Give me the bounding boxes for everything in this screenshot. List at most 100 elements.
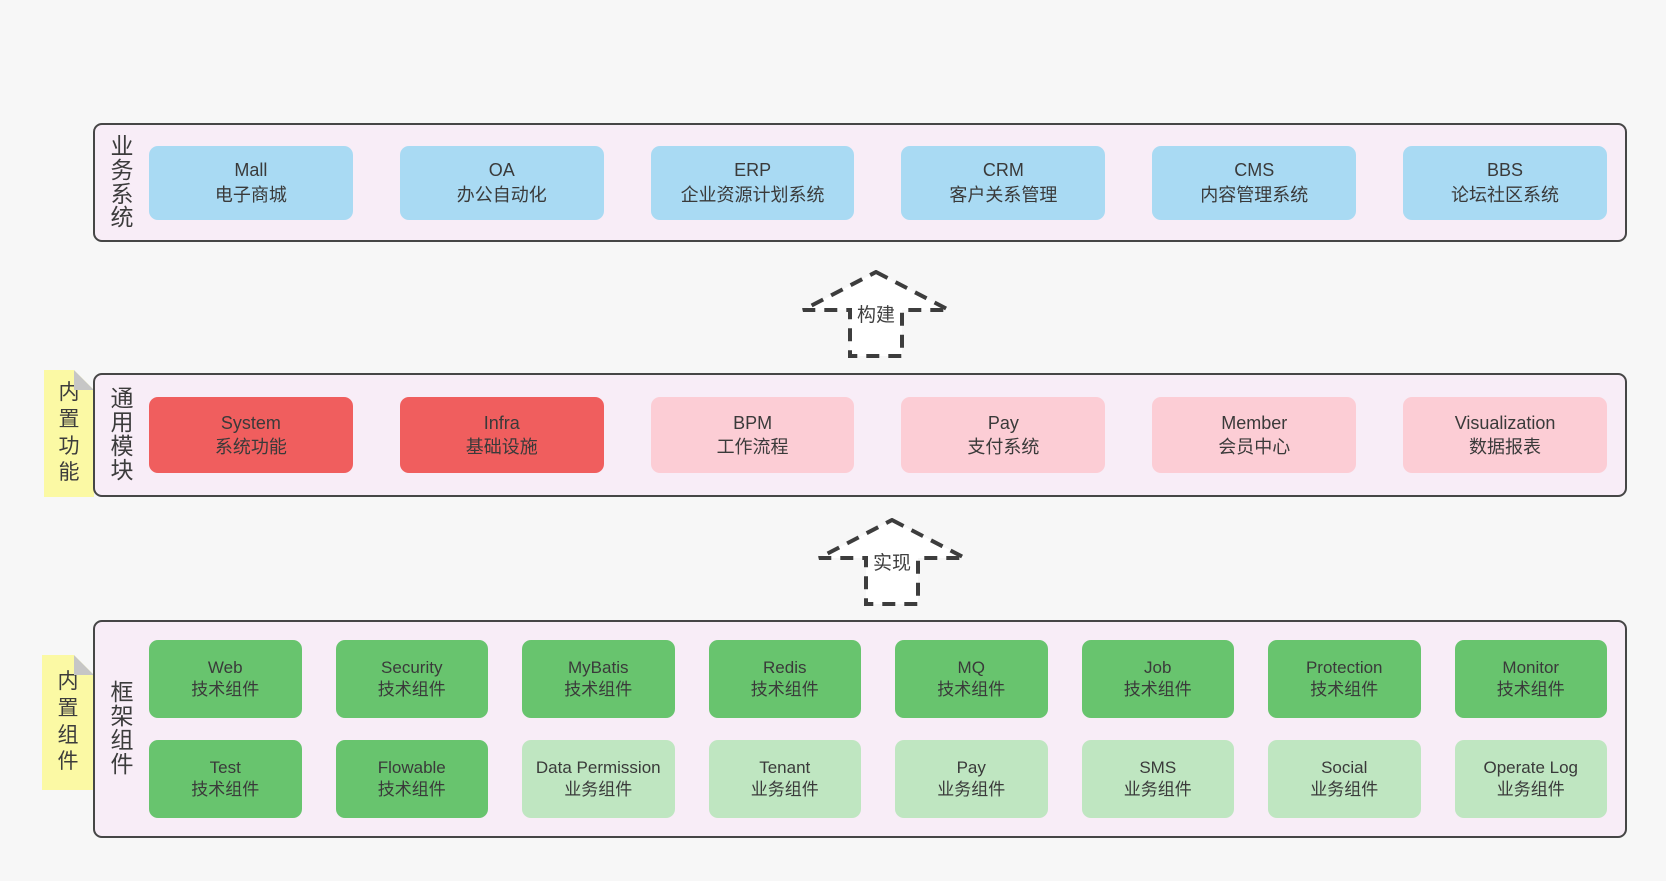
diagram-box-pay: Pay 业务组件	[895, 740, 1048, 818]
box-title: Protection	[1305, 657, 1383, 677]
box-subtitle: 技术组件	[564, 680, 633, 699]
box-title: Test	[209, 757, 241, 777]
box-subtitle: 技术组件	[377, 780, 446, 799]
diagram-box-sms: SMS 业务组件	[1081, 740, 1234, 818]
box-title: Pay	[956, 757, 986, 777]
box-title: Member	[1221, 412, 1288, 433]
box-title: Data Permission	[535, 757, 661, 777]
box-subtitle: 技术组件	[191, 680, 260, 699]
box-subtitle: 业务组件	[1496, 780, 1565, 799]
box-subtitle: 系统功能	[214, 437, 287, 457]
box-title: Tenant	[759, 757, 811, 777]
box-subtitle: 数据报表	[1469, 437, 1542, 457]
diagram-box-protection: Protection 技术组件	[1268, 640, 1421, 718]
box-subtitle: 业务组件	[750, 780, 819, 799]
box-title: Job	[1144, 657, 1172, 677]
box-title: Redis	[763, 657, 807, 677]
diagram-box-tenant: Tenant 业务组件	[708, 740, 861, 818]
components-rows: Web 技术组件 Security 技术组件 MyBatis 技术组件 Redis 技术组件 M…	[149, 640, 1607, 818]
box-title: Web	[207, 657, 243, 677]
box-title: CRM	[982, 160, 1024, 181]
box-title: System	[220, 412, 281, 433]
box-subtitle: 内容管理系统	[1200, 184, 1309, 205]
box-title: Social	[1321, 757, 1368, 777]
diagram-box-data-permission: Data Permission 业务组件	[522, 740, 675, 818]
panel-label-business: 业务系统	[95, 132, 149, 231]
box-subtitle: 技术组件	[191, 780, 260, 799]
panel-common-modules: 通用模块 System 系统功能 Infra 基础设施 BPM 工作流程 Pay 支付系统 Me…	[93, 373, 1627, 497]
diagram-box-cms: CMS 内容管理系统	[1152, 145, 1357, 220]
box-subtitle: 论坛社区系统	[1451, 184, 1560, 205]
panel-label-modules: 通用模块	[95, 385, 149, 483]
diagram-box-member: Member 会员中心	[1152, 397, 1357, 473]
box-subtitle: 技术组件	[750, 680, 819, 699]
panel-business-systems: 业务系统 Mall 电子商城 OA 办公自动化 ERP 企业资源计划系统 CRM 客户关系管理…	[93, 123, 1627, 242]
diagram-box-security: Security 技术组件	[335, 640, 488, 718]
note-label: 内置组件	[57, 669, 79, 774]
diagram-box-visualization: Visualization 数据报表	[1403, 397, 1607, 473]
box-title: MQ	[957, 657, 985, 677]
diagram-box-bpm: BPM 工作流程	[650, 397, 855, 473]
sticky-note-builtin-features: 内置功能	[44, 370, 94, 497]
box-subtitle: 工作流程	[716, 437, 789, 457]
modules-box-row: System 系统功能 Infra 基础设施 BPM 工作流程 Pay 支付系统 Member 会…	[149, 397, 1607, 473]
diagram-box-infra: Infra 基础设施	[399, 397, 604, 473]
box-subtitle: 技术组件	[377, 680, 446, 699]
diagram-box-web: Web 技术组件	[149, 640, 302, 718]
box-title: ERP	[734, 160, 772, 181]
note-fold-corner	[74, 370, 94, 390]
diagram-box-pay: Pay 支付系统	[901, 397, 1106, 473]
box-subtitle: 企业资源计划系统	[680, 184, 825, 205]
sticky-note-builtin-components: 内置组件	[42, 655, 94, 790]
box-subtitle: 业务组件	[1123, 780, 1192, 799]
implement-arrow-label: 实现	[869, 546, 915, 576]
diagram-box-bbs: BBS 论坛社区系统	[1403, 145, 1607, 220]
build-arrow-label: 构建	[853, 298, 899, 328]
box-subtitle: 技术组件	[1123, 680, 1192, 699]
box-title: BPM	[733, 412, 773, 433]
box-title: Visualization	[1454, 412, 1556, 433]
components-box-row-2: Test 技术组件 Flowable 技术组件 Data Permission 业务组件 T…	[149, 740, 1607, 818]
diagram-box-mybatis: MyBatis 技术组件	[522, 640, 675, 718]
diagram-box-operate-log: Operate Log 业务组件	[1454, 740, 1607, 818]
box-title: SMS	[1139, 757, 1177, 777]
diagram-box-oa: OA 办公自动化	[399, 145, 604, 220]
box-title: CMS	[1234, 160, 1275, 181]
diagram-box-social: Social 业务组件	[1268, 740, 1421, 818]
note-label: 内置功能	[58, 380, 80, 485]
panel-label-text: 通用模块	[110, 385, 134, 483]
diagram-box-crm: CRM 客户关系管理	[901, 145, 1106, 220]
box-title: Mall	[234, 160, 268, 181]
diagram-box-mall: Mall 电子商城	[149, 145, 353, 220]
diagram-box-monitor: Monitor 技术组件	[1454, 640, 1607, 718]
diagram-box-redis: Redis 技术组件	[708, 640, 861, 718]
diagram-box-test: Test 技术组件	[149, 740, 302, 818]
note-fold-corner	[74, 655, 94, 675]
box-subtitle: 业务组件	[937, 780, 1006, 799]
panel-label-text: 业务系统	[110, 132, 134, 231]
box-title: Flowable	[377, 757, 446, 777]
business-box-row: Mall 电子商城 OA 办公自动化 ERP 企业资源计划系统 CRM 客户关系管理 CMS 内容…	[149, 145, 1607, 220]
panel-label-text: 框架组件	[110, 679, 134, 777]
diagram-box-erp: ERP 企业资源计划系统	[650, 145, 855, 220]
components-box-row-1: Web 技术组件 Security 技术组件 MyBatis 技术组件 Redis 技术组件 M…	[149, 640, 1607, 718]
diagram-box-job: Job 技术组件	[1081, 640, 1234, 718]
box-subtitle: 客户关系管理	[949, 184, 1058, 205]
panel-label-components: 框架组件	[95, 679, 149, 777]
box-subtitle: 业务组件	[564, 780, 633, 799]
implement-arrow: 实现	[817, 518, 967, 606]
box-title: Security	[381, 657, 443, 677]
box-title: Monitor	[1502, 657, 1560, 677]
box-subtitle: 支付系统	[967, 437, 1040, 457]
box-title: MyBatis	[568, 657, 629, 677]
box-title: Operate Log	[1483, 757, 1578, 777]
box-subtitle: 技术组件	[1310, 680, 1379, 699]
panel-framework-components: 框架组件 Web 技术组件 Security 技术组件 MyBatis 技术组件 Redis…	[93, 620, 1627, 838]
box-subtitle: 业务组件	[1310, 780, 1379, 799]
box-subtitle: 电子商城	[214, 184, 287, 205]
box-subtitle: 会员中心	[1218, 437, 1291, 457]
box-subtitle: 办公自动化	[456, 184, 547, 205]
diagram-box-flowable: Flowable 技术组件	[335, 740, 488, 818]
box-subtitle: 技术组件	[937, 680, 1006, 699]
